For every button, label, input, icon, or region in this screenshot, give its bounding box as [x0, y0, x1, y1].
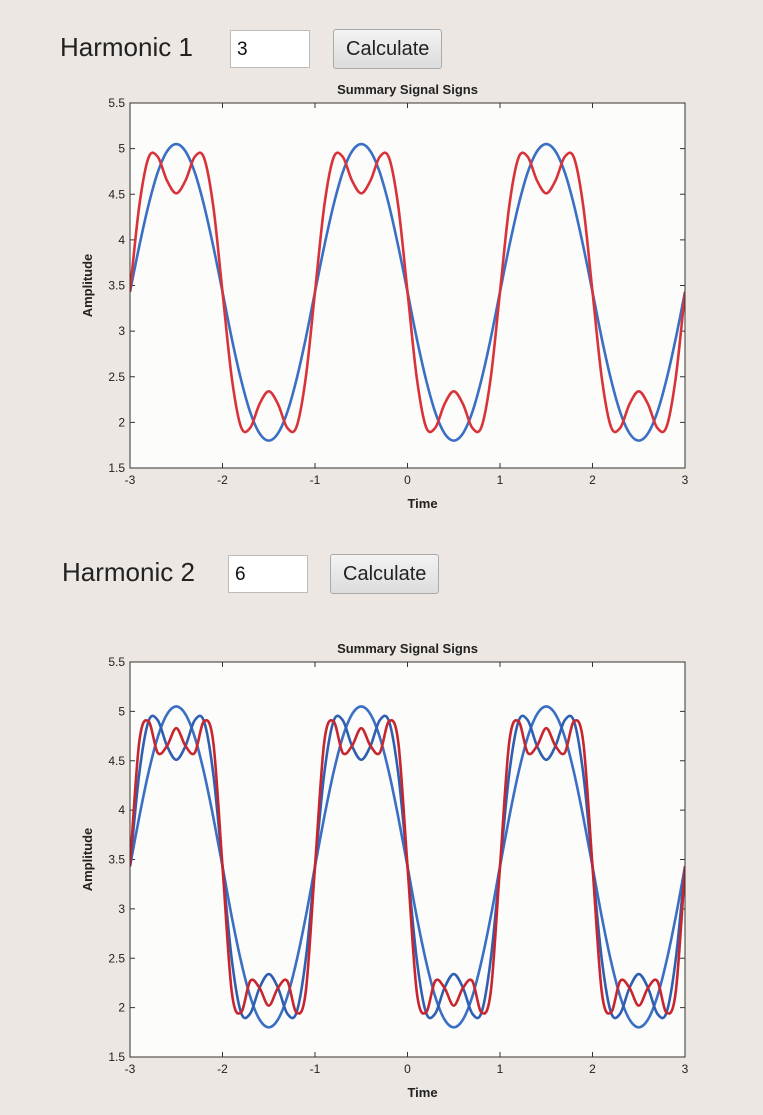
- y-tick-label: 2: [118, 1001, 125, 1015]
- x-tick-label: -1: [310, 1062, 321, 1076]
- control-row: Harmonic 1 3 Calculate: [0, 25, 763, 75]
- x-tick-label: 0: [404, 1062, 411, 1076]
- y-tick-label: 3: [118, 902, 125, 916]
- x-tick-label: 0: [404, 473, 411, 487]
- signal-line: [130, 151, 685, 434]
- y-tick-label: 4: [118, 233, 125, 247]
- chart-title: Summary Signal Signs: [337, 641, 478, 656]
- x-tick-label: -3: [125, 473, 136, 487]
- axes-frame: [129, 102, 686, 469]
- y-axis-label: Amplitude: [80, 828, 95, 892]
- x-tick-label: 3: [682, 473, 689, 487]
- chart-title: Summary Signal Signs: [337, 82, 478, 97]
- x-tick-label: 2: [589, 1062, 596, 1076]
- axes-frame: [129, 661, 686, 1058]
- y-tick-label: 5: [118, 704, 125, 718]
- y-tick-label: 5: [118, 142, 125, 156]
- y-tick-label: 3.5: [108, 279, 125, 293]
- control-row: Harmonic 2 6 Calculate: [0, 550, 763, 600]
- calculate-button[interactable]: Calculate: [330, 554, 440, 594]
- y-tick-label: 4: [118, 803, 125, 817]
- x-tick-label: -1: [310, 473, 321, 487]
- signal-line: [130, 719, 685, 1015]
- x-axis-label: Time: [407, 496, 437, 511]
- y-tick-label: 3: [118, 324, 125, 338]
- harmonic-input[interactable]: 3: [230, 30, 310, 68]
- x-tick-label: 1: [497, 473, 504, 487]
- y-tick-label: 2: [118, 415, 125, 429]
- x-tick-label: 3: [682, 1062, 689, 1076]
- y-axis-label: Amplitude: [80, 254, 95, 318]
- x-tick-label: -2: [217, 1062, 228, 1076]
- x-axis-label: Time: [407, 1085, 437, 1100]
- x-tick-label: 1: [497, 1062, 504, 1076]
- x-tick-label: 2: [589, 473, 596, 487]
- y-tick-label: 1.5: [108, 1050, 125, 1064]
- y-tick-label: 5.5: [108, 655, 125, 669]
- x-tick-label: -3: [125, 1062, 136, 1076]
- calculate-button[interactable]: Calculate: [333, 29, 443, 69]
- y-tick-label: 4.5: [108, 187, 125, 201]
- harmonic-label: Harmonic 2: [62, 557, 195, 587]
- harmonic-label: Harmonic 1: [60, 32, 193, 62]
- y-tick-label: 3.5: [108, 853, 125, 867]
- x-tick-label: -2: [217, 473, 228, 487]
- y-tick-label: 2.5: [108, 370, 125, 384]
- y-tick-label: 5.5: [108, 96, 125, 110]
- y-tick-label: 1.5: [108, 461, 125, 475]
- y-tick-label: 2.5: [108, 951, 125, 965]
- y-tick-label: 4.5: [108, 754, 125, 768]
- harmonic-input[interactable]: 6: [228, 555, 308, 593]
